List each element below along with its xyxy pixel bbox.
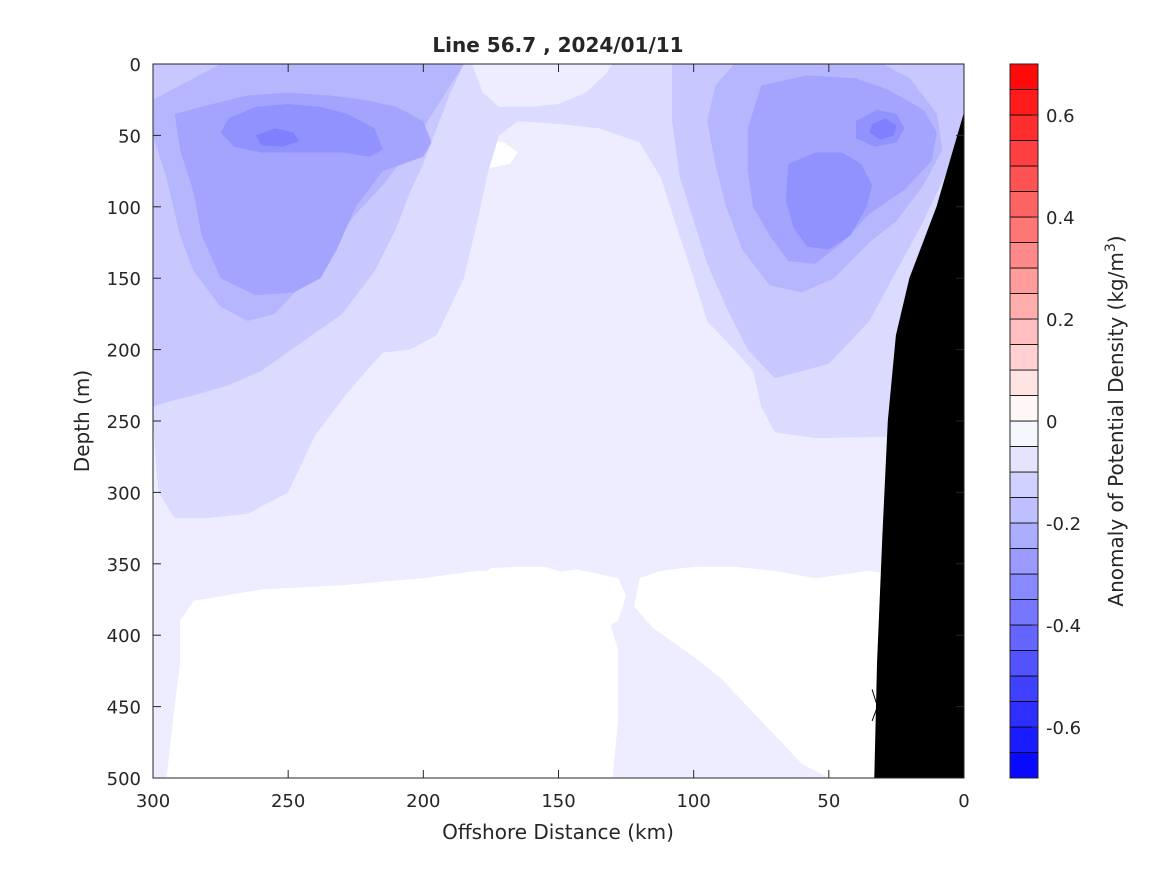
colorbar-segment bbox=[1009, 114, 1039, 141]
contour-fill-layer bbox=[153, 64, 964, 778]
y-tick-label: 150 bbox=[107, 269, 141, 290]
x-tick-label: 250 bbox=[271, 791, 305, 812]
colorbar-segment bbox=[1009, 624, 1039, 651]
colorbar-segment bbox=[1009, 369, 1039, 396]
colorbar-tick-label: -0.4 bbox=[1046, 616, 1081, 637]
y-tick-label: 300 bbox=[107, 483, 141, 504]
colorbar-segment bbox=[1009, 446, 1039, 473]
colorbar-segment bbox=[1009, 267, 1039, 294]
x-tick-label: 50 bbox=[817, 791, 840, 812]
y-tick-label: 450 bbox=[107, 698, 141, 719]
contour-region bbox=[166, 569, 627, 778]
chart-title: Line 56.7 , 2024/01/11 bbox=[432, 33, 683, 57]
colorbar-segment bbox=[1009, 89, 1039, 116]
contour-region bbox=[634, 566, 910, 778]
x-tick-label: 0 bbox=[958, 791, 969, 812]
colorbar-segment bbox=[1009, 293, 1039, 320]
colorbar-tick-label: -0.2 bbox=[1046, 514, 1081, 535]
y-axis: 0 50 100 150 200 250 300 350 400 450 500 bbox=[107, 55, 964, 790]
colorbar-segment bbox=[1009, 318, 1039, 345]
colorbar-label-main: Anomaly of Potential Density (kg/m bbox=[1104, 252, 1128, 606]
colorbar-segment bbox=[1009, 752, 1039, 779]
colorbar-segment bbox=[1009, 216, 1039, 243]
y-tick-label: 0 bbox=[130, 55, 141, 76]
colorbar-segment bbox=[1009, 701, 1039, 728]
colorbar-label-close: ) bbox=[1104, 235, 1128, 243]
x-tick-label: 150 bbox=[541, 791, 575, 812]
contour-region bbox=[869, 118, 897, 140]
y-tick-label: 200 bbox=[107, 341, 141, 362]
colorbar-segment bbox=[1009, 675, 1039, 702]
colorbar-segment bbox=[1009, 344, 1039, 371]
colorbar-segment bbox=[1009, 471, 1039, 498]
colorbar-segment bbox=[1009, 599, 1039, 626]
colorbar-tick-label: 0.2 bbox=[1046, 310, 1075, 331]
bathymetry-layer bbox=[874, 113, 964, 778]
colorbar-label: Anomaly of Potential Density (kg/m3) bbox=[1103, 235, 1128, 606]
colorbar-segment bbox=[1009, 63, 1039, 90]
colorbar-segment bbox=[1009, 191, 1039, 218]
colorbar-segment bbox=[1009, 548, 1039, 575]
colorbar-segment bbox=[1009, 726, 1039, 753]
x-tick-label: 100 bbox=[676, 791, 710, 812]
colorbar-tick-label: 0.6 bbox=[1046, 106, 1075, 127]
colorbar-segment bbox=[1009, 573, 1039, 600]
x-tick-label: 300 bbox=[136, 791, 170, 812]
y-tick-label: 50 bbox=[118, 126, 141, 147]
colorbar-segment bbox=[1009, 522, 1039, 549]
colorbar-tick-label: 0 bbox=[1046, 412, 1057, 433]
colorbar: -0.6 -0.4 -0.2 0 0.2 0.4 0.6 bbox=[1009, 63, 1081, 779]
colorbar-segment bbox=[1009, 242, 1039, 269]
y-tick-label: 100 bbox=[107, 198, 141, 219]
contour-region bbox=[201, 566, 618, 778]
colorbar-segment bbox=[1009, 650, 1039, 677]
y-tick-label: 350 bbox=[107, 555, 141, 576]
y-tick-label: 400 bbox=[107, 626, 141, 647]
colorbar-label-exponent: 3 bbox=[1103, 243, 1119, 252]
x-axis: 300 250 200 150 100 50 0 bbox=[136, 64, 970, 812]
contour-region bbox=[255, 128, 299, 147]
x-tick-label: 200 bbox=[406, 791, 440, 812]
y-tick-label: 500 bbox=[107, 769, 141, 790]
seafloor-bathymetry bbox=[874, 113, 964, 778]
y-tick-label: 250 bbox=[107, 412, 141, 433]
colorbar-segment bbox=[1009, 395, 1039, 422]
contour-region bbox=[785, 152, 873, 250]
colorbar-segment bbox=[1009, 165, 1039, 192]
x-axis-label: Offshore Distance (km) bbox=[442, 820, 674, 844]
colorbar-segment bbox=[1009, 140, 1039, 167]
y-axis-label: Depth (m) bbox=[70, 370, 94, 472]
colorbar-segment bbox=[1009, 497, 1039, 524]
colorbar-tick-label: 0.4 bbox=[1046, 208, 1075, 229]
colorbar-tick-label: -0.6 bbox=[1046, 718, 1081, 739]
colorbar-segment bbox=[1009, 420, 1039, 447]
